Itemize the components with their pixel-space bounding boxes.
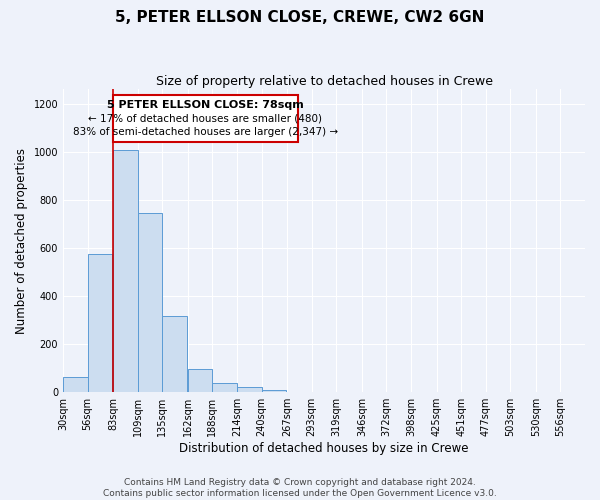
Text: 5 PETER ELLSON CLOSE: 78sqm: 5 PETER ELLSON CLOSE: 78sqm: [107, 100, 304, 110]
Bar: [113, 150, 138, 392]
Y-axis label: Number of detached properties: Number of detached properties: [15, 148, 28, 334]
Text: Contains HM Land Registry data © Crown copyright and database right 2024.
Contai: Contains HM Land Registry data © Crown c…: [103, 478, 497, 498]
Text: 5, PETER ELLSON CLOSE, CREWE, CW2 6GN: 5, PETER ELLSON CLOSE, CREWE, CW2 6GN: [115, 10, 485, 25]
Bar: [262, 390, 286, 392]
Bar: [138, 213, 163, 392]
X-axis label: Distribution of detached houses by size in Crewe: Distribution of detached houses by size …: [179, 442, 469, 455]
Bar: [188, 370, 212, 392]
Bar: [63, 376, 88, 392]
Bar: [163, 316, 187, 392]
Title: Size of property relative to detached houses in Crewe: Size of property relative to detached ho…: [155, 75, 493, 88]
Bar: [88, 254, 112, 392]
Bar: [237, 388, 262, 392]
Bar: [212, 382, 237, 392]
FancyBboxPatch shape: [113, 95, 298, 142]
Text: ← 17% of detached houses are smaller (480): ← 17% of detached houses are smaller (48…: [88, 114, 322, 124]
Text: 83% of semi-detached houses are larger (2,347) →: 83% of semi-detached houses are larger (…: [73, 126, 338, 136]
